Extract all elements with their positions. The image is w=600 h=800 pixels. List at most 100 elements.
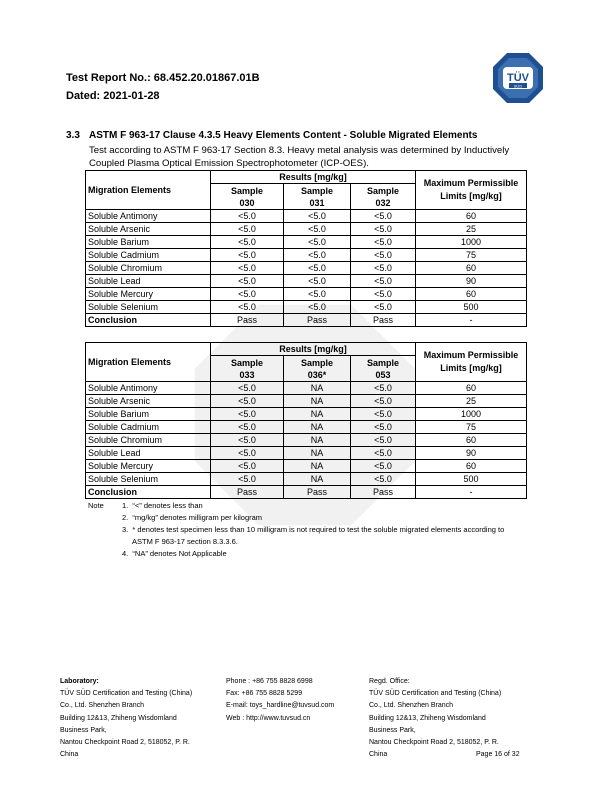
element-name: Soluble Antimony xyxy=(85,209,211,223)
results-table-2: Migration Elements Results [mg/kg] Maximum… xyxy=(85,342,527,499)
result-value: NA xyxy=(283,446,351,460)
sample-label: Sample xyxy=(230,185,263,196)
element-name: Soluble Mercury xyxy=(85,459,211,473)
result-value: <5.0 xyxy=(350,459,416,473)
result-value: Pass xyxy=(210,313,284,327)
result-value: <5.0 xyxy=(283,261,351,275)
result-value: <5.0 xyxy=(210,248,284,262)
limit-value: 60 xyxy=(415,433,527,447)
result-value: Pass xyxy=(350,485,416,499)
result-value: NA xyxy=(283,459,351,473)
table-row: Soluble Mercury <5.0 NA <5.0 60 xyxy=(85,459,527,473)
result-value: <5.0 xyxy=(350,235,416,249)
footer-line: Building 12&13, Zhiheng Wisdomland xyxy=(369,714,486,722)
footer-line: Web : http://www.tuvsud.cn xyxy=(226,714,311,722)
report-date: Dated: 2021-01-28 xyxy=(66,90,160,102)
limit-value: 60 xyxy=(415,261,527,275)
section-description: Test according to ASTM F 963-17 Section … xyxy=(89,145,510,169)
svg-text:TÜV: TÜV xyxy=(507,71,530,84)
footer-line: Business Park, xyxy=(369,726,416,734)
footer-registered-office: Regd. Office: TÜV SÜD Certification and T… xyxy=(369,676,501,761)
footer-line: Laboratory: xyxy=(60,678,99,685)
result-value: NA xyxy=(283,420,351,434)
table-row: Soluble Arsenic <5.0 NA <5.0 25 xyxy=(85,394,527,408)
limit-value: 75 xyxy=(415,420,527,434)
result-value: <5.0 xyxy=(350,446,416,460)
result-value: Pass xyxy=(210,485,284,499)
limit-value: 25 xyxy=(415,222,527,236)
element-name: Soluble Lead xyxy=(85,446,211,460)
table-header-row: Migration Elements Results [mg/kg] Maximum… xyxy=(85,342,527,382)
note-item: ASTM F 963-17 section 8.3.3.6. xyxy=(122,537,238,546)
footer-laboratory: Laboratory: TÜV SÜD Certification and Tes… xyxy=(60,676,192,761)
page-number: Page 16 of 32 xyxy=(476,751,520,758)
result-value: <5.0 xyxy=(350,300,416,314)
result-value: <5.0 xyxy=(350,261,416,275)
note-item: 4. “NA” denotes Not Applicable xyxy=(122,549,227,558)
limit-value: 60 xyxy=(415,381,527,395)
table-row: Soluble Barium <5.0 <5.0 <5.0 1000 xyxy=(85,235,527,249)
element-name: Soluble Barium xyxy=(85,407,211,421)
sample-label: Sample xyxy=(230,357,263,368)
footer-line: Co., Ltd. Shenzhen Branch xyxy=(60,702,145,710)
result-value: <5.0 xyxy=(210,459,284,473)
result-value: <5.0 xyxy=(210,381,284,395)
footer-line: TÜV SÜD Certification and Testing (China… xyxy=(369,690,502,698)
result-value: <5.0 xyxy=(283,287,351,301)
column-header-limits: Maximum Permissible Limits [mg/kg] xyxy=(415,342,527,382)
result-value: <5.0 xyxy=(350,433,416,447)
column-header-results: Results [mg/kg] xyxy=(210,342,416,356)
table-row: Soluble Lead <5.0 <5.0 <5.0 90 xyxy=(85,274,527,288)
column-header-sample: Sample 033 xyxy=(210,355,284,382)
column-header-sample: Sample 032 xyxy=(350,183,416,210)
result-value: Pass xyxy=(283,485,351,499)
table-row: Soluble Antimony <5.0 <5.0 <5.0 60 xyxy=(85,209,527,223)
column-header-sample: Sample 030 xyxy=(210,183,284,210)
section-number: 3.3 xyxy=(66,130,80,141)
sample-id: 036* xyxy=(307,369,327,380)
conclusion-row: Conclusion Pass Pass Pass - xyxy=(85,485,527,499)
column-header-elements: Migration Elements xyxy=(85,170,211,210)
column-header-limits: Maximum Permissible Limits [mg/kg] xyxy=(415,170,527,210)
result-value: <5.0 xyxy=(210,300,284,314)
limit-value: 90 xyxy=(415,446,527,460)
element-name: Soluble Chromium xyxy=(85,433,211,447)
result-value: NA xyxy=(283,381,351,395)
sample-label: Sample xyxy=(300,185,333,196)
result-value: <5.0 xyxy=(350,394,416,408)
footer-line: Nantou Checkpoint Road 2, 518052, P. R. xyxy=(60,739,190,747)
table-row: Soluble Selenium <5.0 <5.0 <5.0 500 xyxy=(85,300,527,314)
table-row: Soluble Arsenic <5.0 <5.0 <5.0 25 xyxy=(85,222,527,236)
result-value: <5.0 xyxy=(210,394,284,408)
result-value: NA xyxy=(283,433,351,447)
notes-label: Note xyxy=(88,501,104,510)
footer-line: Nantou Checkpoint Road 2, 518052, P. R. xyxy=(369,739,499,747)
sample-label: Sample xyxy=(300,357,333,368)
footer-line: E-mail: toys_hardline@tuvsud.com xyxy=(226,702,335,710)
result-value: <5.0 xyxy=(210,222,284,236)
limit-value: 90 xyxy=(415,274,527,288)
result-value: <5.0 xyxy=(210,446,284,460)
tuv-sud-logo-icon: TÜV SÜD xyxy=(493,53,543,103)
result-value: <5.0 xyxy=(210,287,284,301)
limit-value: - xyxy=(415,313,527,327)
element-name: Soluble Antimony xyxy=(85,381,211,395)
column-header-sample: Sample 031 xyxy=(283,183,351,210)
svg-text:SÜD: SÜD xyxy=(514,83,523,88)
limit-value: 1000 xyxy=(415,407,527,421)
sample-id: 032 xyxy=(375,197,391,208)
element-name: Soluble Cadmium xyxy=(85,420,211,434)
table-row: Soluble Chromium <5.0 NA <5.0 60 xyxy=(85,433,527,447)
result-value: <5.0 xyxy=(210,472,284,486)
table-subheader-row: Sample 030 Sample 031 Sample 032 xyxy=(86,183,527,210)
result-value: <5.0 xyxy=(350,472,416,486)
sample-id: 030 xyxy=(239,197,255,208)
result-value: <5.0 xyxy=(350,381,416,395)
result-value: <5.0 xyxy=(283,274,351,288)
footer-line: Regd. Office: xyxy=(369,678,410,685)
result-value: <5.0 xyxy=(350,248,416,262)
sample-id: 031 xyxy=(309,197,325,208)
limit-value: 1000 xyxy=(415,235,527,249)
table-row: Soluble Antimony <5.0 NA <5.0 60 xyxy=(85,381,527,395)
footer-line: Fax: +86 755 8828 5299 xyxy=(226,690,303,698)
